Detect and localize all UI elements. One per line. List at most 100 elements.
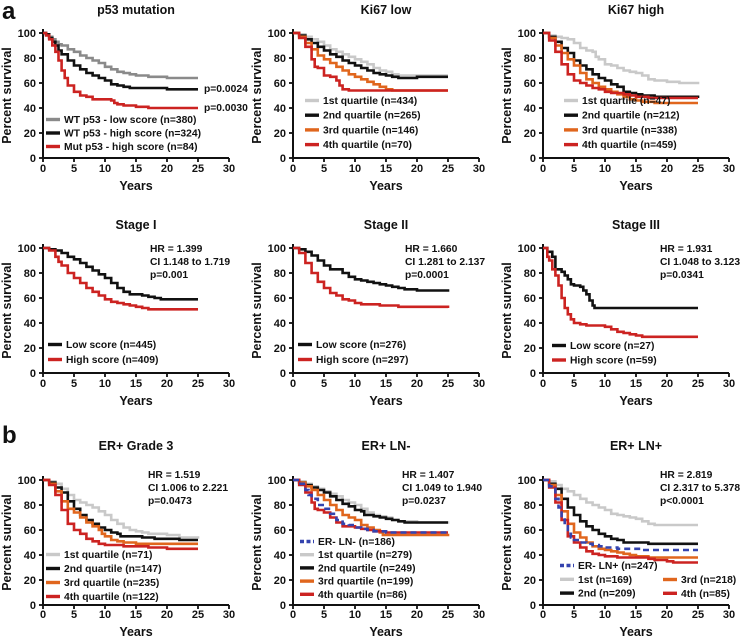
annotation-text: p=0.0024 [204, 84, 248, 95]
annotation-text: CI 2.317 to 5.378 [660, 483, 740, 494]
panel-title: ER+ LN+ [610, 439, 662, 453]
panel-stage-1: Stage I 0 5 10 15 20 25 30 0 20 40 60 80 100 Years Perc… [0, 215, 250, 433]
x-tick-label: 0 [40, 163, 46, 175]
y-tick-label: 80 [274, 53, 286, 65]
legend-label: 4th quartile (n=122) [64, 592, 159, 603]
legend-label: 3rd quartile (n=199) [318, 577, 413, 588]
x-tick-label: 15 [130, 163, 142, 175]
annotation-text: HR = 2.819 [660, 470, 713, 481]
y-axis-label: Percent survival [250, 262, 264, 359]
y-tick-label: 0 [30, 368, 36, 380]
chart-ki67-high: Ki67 high 0 5 10 15 20 25 30 0 20 40 60 80 100 Years Pe… [500, 3, 735, 193]
x-tick-label: 10 [599, 378, 611, 390]
x-tick-label: 30 [723, 609, 735, 621]
y-tick-label: 40 [524, 318, 536, 330]
x-tick-label: 0 [540, 609, 546, 621]
panel-title: ER+ LN- [362, 439, 411, 453]
x-tick-label: 15 [130, 609, 142, 621]
panel-title: Stage III [612, 218, 660, 232]
x-tick-label: 30 [473, 609, 485, 621]
annotation-text: CI 1.148 to 1.719 [150, 257, 230, 268]
y-tick-label: 40 [24, 103, 36, 115]
x-tick-label: 10 [599, 163, 611, 175]
legend-label: 2nd quartile (n=265) [323, 111, 421, 122]
annotation-text: HR = 1.931 [660, 244, 713, 255]
x-axis-label: Years [619, 625, 652, 639]
legend-label: 1st quartile (n=434) [323, 96, 417, 107]
legend-label: High score (n=59) [570, 356, 657, 367]
y-tick-label: 0 [530, 600, 536, 612]
y-tick-label: 40 [274, 103, 286, 115]
y-tick-label: 60 [524, 78, 536, 90]
panel-ki67-high: Ki67 high 0 5 10 15 20 25 30 0 20 40 60 80 100 Years Pe… [500, 0, 750, 218]
chart-p53-mutation: p53 mutation 0 5 10 15 20 25 30 0 20 40 60 80 100 Year… [0, 3, 248, 193]
y-tick-label: 20 [524, 343, 536, 355]
legend-label: 3rd (n=218) [681, 575, 736, 586]
legend-label: 4th quartile (n=70) [323, 140, 412, 151]
x-tick-label: 10 [99, 163, 111, 175]
x-tick-label: 5 [321, 378, 327, 390]
series-curve [293, 31, 448, 92]
panel-er-pos-grade-3: ER+ Grade 3 0 5 10 15 20 25 30 0 20 40 60 80 100 Years… [0, 428, 250, 643]
series-curve [43, 31, 198, 80]
y-tick-label: 100 [18, 28, 36, 40]
x-axis-label: Years [119, 394, 152, 408]
y-tick-label: 20 [274, 128, 286, 140]
annotation-text: p=0.0341 [660, 270, 704, 281]
x-tick-label: 15 [630, 378, 642, 390]
y-tick-label: 80 [524, 500, 536, 512]
annotation-text: p=0.0001 [405, 270, 449, 281]
y-tick-label: 100 [18, 475, 36, 487]
x-tick-label: 10 [599, 609, 611, 621]
y-tick-label: 80 [524, 53, 536, 65]
x-axis-label: Years [369, 179, 402, 193]
y-tick-label: 100 [518, 475, 536, 487]
y-axis-label: Percent survival [0, 47, 14, 144]
series-curve [543, 246, 698, 310]
panel-ki67-low: Ki67 low 0 5 10 15 20 25 30 0 20 40 60 80 100 Years Per… [250, 0, 500, 218]
y-tick-label: 40 [24, 550, 36, 562]
y-tick-label: 20 [524, 575, 536, 587]
x-tick-label: 15 [380, 609, 392, 621]
legend-label: 2nd quartile (n=212) [582, 111, 680, 122]
y-tick-label: 0 [280, 368, 286, 380]
section-label-b: b [2, 422, 17, 449]
legend-label: 1st (n=169) [578, 575, 632, 586]
x-tick-label: 30 [473, 163, 485, 175]
x-tick-label: 30 [473, 378, 485, 390]
y-tick-label: 80 [524, 268, 536, 280]
x-tick-label: 25 [692, 378, 704, 390]
panel-title: Ki67 high [608, 3, 664, 17]
chart-stage-2: Stage II 0 5 10 15 20 25 30 0 20 40 60 80 100 Years Per… [250, 218, 485, 408]
panel-er-pos-ln-neg: ER+ LN- 0 5 10 15 20 25 30 0 20 40 60 80 100 Years Perc… [250, 428, 500, 643]
x-tick-label: 30 [723, 378, 735, 390]
x-tick-label: 0 [540, 163, 546, 175]
x-axis-label: Years [369, 625, 402, 639]
x-tick-label: 25 [442, 163, 454, 175]
annotation-text: p=0.001 [150, 270, 188, 281]
x-axis-label: Years [119, 179, 152, 193]
legend-label: ER- LN- (n=186) [318, 537, 395, 548]
legend-label: WT p53 - high score (n=324) [64, 129, 201, 140]
x-tick-label: 25 [442, 609, 454, 621]
y-tick-label: 100 [518, 28, 536, 40]
axes [292, 29, 479, 159]
y-tick-label: 20 [524, 128, 536, 140]
x-tick-label: 5 [321, 163, 327, 175]
x-tick-label: 25 [192, 378, 204, 390]
x-tick-label: 15 [630, 609, 642, 621]
panel-title: Ki67 low [361, 3, 412, 17]
y-tick-label: 80 [274, 500, 286, 512]
series-curve [43, 246, 198, 311]
series-curve [543, 31, 698, 100]
x-tick-label: 5 [321, 609, 327, 621]
legend-label: 2nd quartile (n=147) [64, 564, 162, 575]
x-tick-label: 5 [571, 378, 577, 390]
annotation-text: HR = 1.519 [148, 470, 201, 481]
series-curve [543, 478, 698, 564]
x-tick-label: 20 [661, 378, 673, 390]
series-curve [43, 478, 200, 539]
y-tick-label: 20 [274, 575, 286, 587]
annotation-text: CI 1.006 to 2.221 [148, 483, 228, 494]
legend-label: 4th (n=85) [681, 589, 730, 600]
